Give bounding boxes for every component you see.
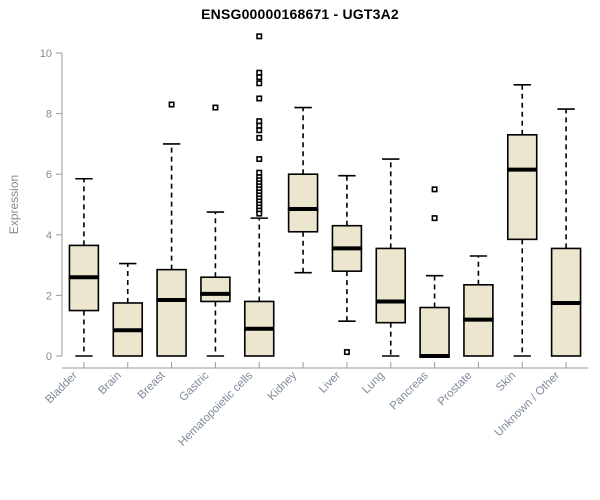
box-iqr [419,306,450,357]
boxplot-group [331,174,363,356]
box-iqr [287,173,319,233]
outlier-point [212,104,219,111]
boxplot-group [243,33,275,357]
box-iqr [200,276,231,303]
outlier-point [256,69,263,76]
x-category-label: Prostate [436,370,475,409]
y-tick-label: 2 [46,290,52,302]
box-iqr [156,268,187,357]
x-category-label: Liver [317,370,343,396]
boxplot-group [112,262,144,357]
x-category-label: Gastric [177,369,211,403]
x-category-label: Brain [96,370,123,397]
boxplot-group [200,104,231,357]
x-category-label: Bladder [44,370,81,407]
y-axis-title: Expression [7,175,21,234]
boxplot-group [68,177,100,357]
outlier-point [256,80,263,87]
outlier-point [431,186,438,193]
x-category-label: Kidney [266,369,300,403]
boxplot-group [419,186,450,358]
outlier-point [256,122,263,129]
chart-title: ENSG00000168671 - UGT3A2 [201,6,399,22]
y-tick-label: 10 [40,48,52,60]
outlier-point [256,118,263,125]
boxplot-group [506,84,538,357]
outlier-point [256,134,263,141]
outlier-point [256,169,263,176]
outlier-point [256,210,263,217]
boxplot-group [287,106,319,274]
x-category-label: Pancreas [388,369,431,412]
x-category-label: Lung [360,370,387,397]
outlier-point [256,95,263,102]
y-tick-label: 0 [46,351,52,363]
outlier-point [256,156,263,163]
boxplot-group [550,108,582,357]
outlier-point [168,101,175,108]
outlier-point [256,127,263,134]
outlier-point [256,33,263,40]
x-category-label: Hematopoietic cells [176,369,255,448]
outlier-point [256,74,263,81]
outlier-point [343,349,350,356]
boxplot-group [463,255,494,357]
box-iqr [375,247,407,324]
y-tick-label: 8 [46,109,52,121]
x-category-label: Skin [494,370,518,394]
boxplot-group [375,158,407,357]
x-category-label: Breast [136,369,169,402]
box-iqr [506,134,538,241]
outlier-point [431,215,438,222]
y-tick-label: 4 [46,230,52,242]
y-tick-label: 6 [46,169,52,181]
boxplot-group [156,101,187,357]
